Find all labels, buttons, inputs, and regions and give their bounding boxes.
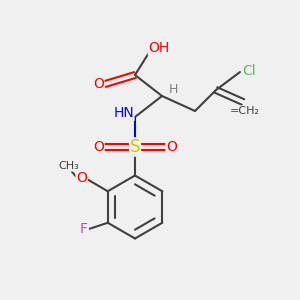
Text: H: H	[169, 83, 178, 96]
Text: O: O	[93, 140, 104, 154]
Text: S: S	[130, 138, 140, 156]
Text: HN: HN	[113, 106, 134, 120]
Text: OH: OH	[148, 41, 170, 55]
Text: Cl: Cl	[242, 64, 256, 77]
Text: =CH₂: =CH₂	[230, 106, 260, 116]
Text: O: O	[166, 140, 177, 154]
Text: CH₃: CH₃	[58, 161, 79, 171]
Text: F: F	[80, 222, 88, 236]
Text: O: O	[93, 77, 104, 91]
Text: O: O	[76, 171, 87, 185]
